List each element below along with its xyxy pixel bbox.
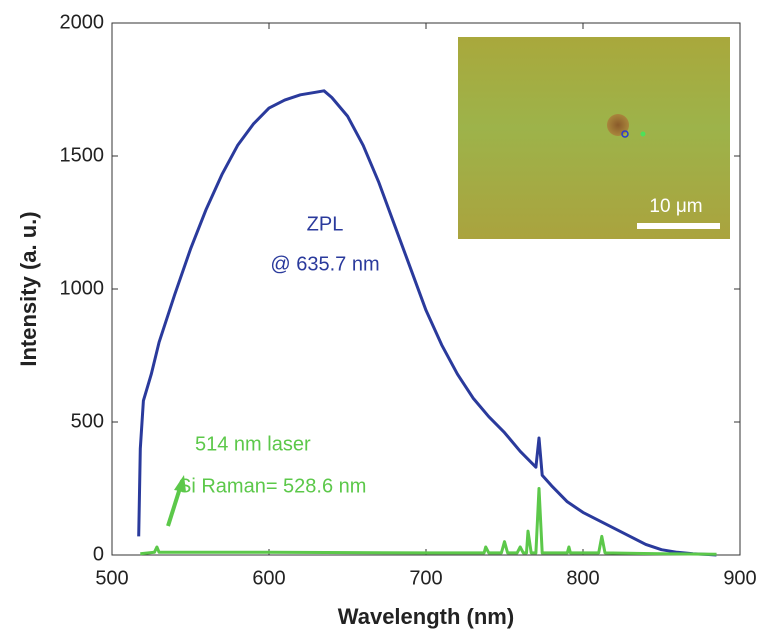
x-tick-label: 800 [566,567,599,589]
annotation: @ 635.7 nm [270,253,379,275]
y-tick-label: 2000 [60,11,105,33]
annotation: ZPL [307,213,344,235]
y-tick-label: 1000 [60,277,105,299]
line [140,487,717,556]
x-tick-label: 500 [95,567,128,589]
arrow [166,475,186,527]
y-tick-label: 0 [93,543,104,565]
y-tick-label: 1500 [60,144,105,166]
y-axis-label: Intensity (a. u.) [16,211,41,366]
annotation: Si Raman= 528.6 nm [178,475,366,497]
x-tick-label: 700 [409,567,442,589]
scale-label: 10 μm [649,196,702,217]
x-axis-label: Wavelength (nm) [338,604,514,629]
y-tick-label: 500 [71,410,104,432]
annotation: 514 nm laser [195,433,311,455]
line [137,89,717,557]
inset-image: 10 μm [458,37,730,239]
x-tick-label: 600 [252,567,285,589]
x-tick-label: 900 [723,567,756,589]
